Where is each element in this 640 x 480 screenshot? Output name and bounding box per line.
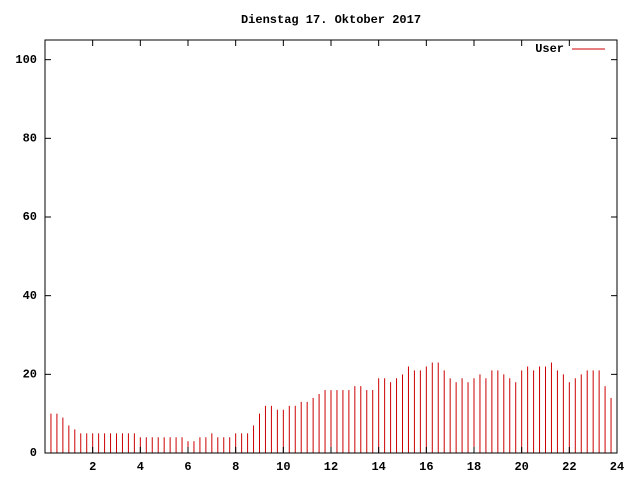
- x-tick-label: 12: [324, 460, 338, 474]
- y-tick-label: 0: [30, 446, 37, 460]
- chart-title: Dienstag 17. Oktober 2017: [241, 13, 421, 27]
- y-tick-label: 80: [23, 132, 37, 146]
- x-tick-label: 14: [371, 460, 385, 474]
- y-tick-label: 60: [23, 210, 37, 224]
- x-tick-label: 8: [232, 460, 239, 474]
- y-tick-label: 20: [23, 368, 37, 382]
- x-tick-label: 2: [89, 460, 96, 474]
- y-tick-label: 40: [23, 289, 37, 303]
- x-tick-label: 20: [514, 460, 528, 474]
- legend-label: User: [535, 42, 564, 56]
- x-tick-label: 18: [467, 460, 481, 474]
- x-tick-label: 22: [562, 460, 576, 474]
- x-tick-label: 24: [610, 460, 624, 474]
- x-tick-label: 4: [137, 460, 144, 474]
- y-tick-label: 100: [15, 53, 37, 67]
- x-tick-label: 10: [276, 460, 290, 474]
- x-tick-label: 6: [184, 460, 191, 474]
- x-tick-label: 16: [419, 460, 433, 474]
